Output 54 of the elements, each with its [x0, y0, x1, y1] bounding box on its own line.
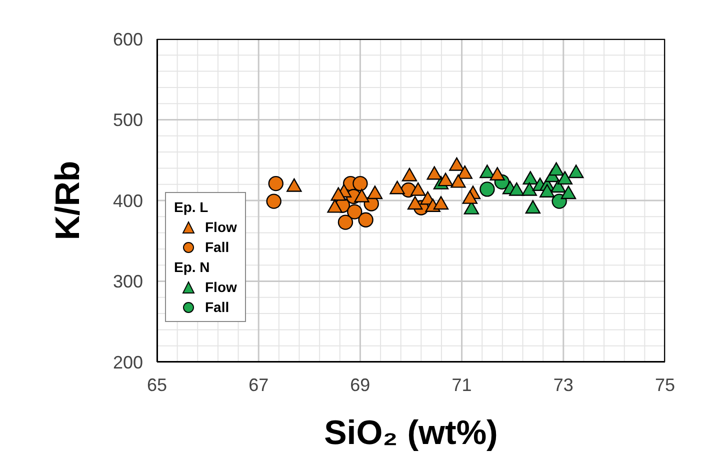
point: [327, 199, 342, 213]
legend-label: Flow: [205, 218, 237, 237]
point: [347, 204, 362, 220]
point: [266, 194, 282, 209]
point: [480, 182, 495, 197]
point: [522, 182, 537, 196]
x-axis-title: SiO₂ (wt%): [324, 414, 498, 452]
point: [560, 186, 576, 200]
x-tick-label: 73: [553, 374, 574, 395]
point: [480, 164, 495, 178]
annotation: Ep. L: [174, 198, 210, 217]
point: [525, 200, 541, 214]
x-tick-label: 69: [350, 374, 370, 395]
point: [449, 157, 464, 171]
legend-label: Fall: [205, 238, 230, 257]
point: [268, 176, 284, 192]
legend-label: Fall: [205, 298, 230, 317]
point: [450, 174, 466, 188]
point: [438, 172, 454, 186]
point: [286, 178, 302, 192]
y-tick-label: 300: [112, 272, 143, 292]
x-tick-label: 65: [146, 374, 168, 395]
point: [490, 167, 505, 181]
point: [552, 194, 567, 209]
point: [358, 212, 374, 228]
point: [367, 186, 383, 200]
point: [390, 180, 405, 194]
y-axis-title: K/Rb: [49, 160, 88, 240]
point: [557, 171, 573, 185]
point: [410, 182, 426, 196]
y-tick-label: 600: [112, 29, 143, 50]
point: [433, 196, 449, 210]
y-tick-label: 500: [112, 110, 143, 130]
point: [407, 196, 423, 210]
x-tick-label: 71: [452, 374, 472, 395]
point: [540, 184, 555, 198]
y-tick-label: 400: [112, 190, 143, 211]
x-tick-label: 67: [248, 374, 269, 395]
legend-label: Flow: [205, 278, 237, 297]
point: [330, 187, 346, 201]
point: [352, 176, 368, 192]
point: [426, 166, 442, 180]
point: [522, 171, 538, 185]
point: [354, 188, 370, 202]
point: [509, 182, 524, 196]
x-tick-label: 75: [654, 374, 676, 395]
point: [338, 214, 354, 230]
point: [548, 162, 564, 176]
annotation: Ep. N: [174, 258, 211, 277]
y-tick-label: 200: [112, 352, 143, 372]
point: [568, 164, 584, 178]
point: [457, 165, 472, 179]
point: [462, 190, 478, 204]
point: [402, 168, 418, 182]
